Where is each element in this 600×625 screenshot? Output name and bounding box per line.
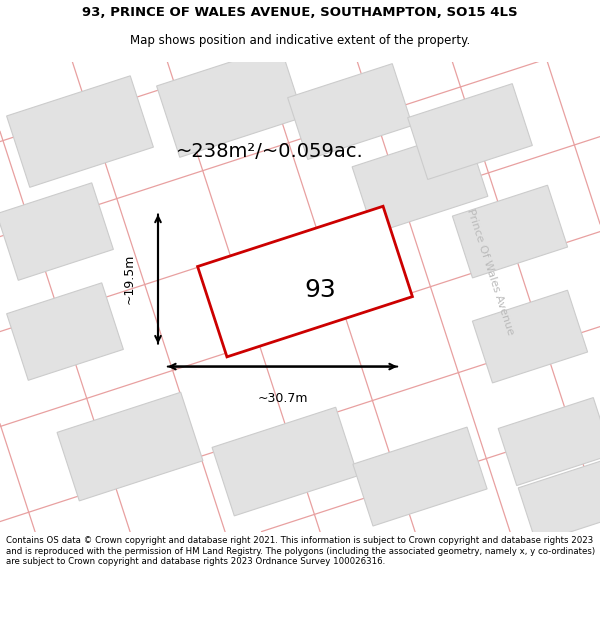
Text: 93: 93: [304, 278, 336, 301]
Polygon shape: [57, 392, 203, 501]
Text: Contains OS data © Crown copyright and database right 2021. This information is : Contains OS data © Crown copyright and d…: [6, 536, 595, 566]
Polygon shape: [287, 64, 412, 159]
Polygon shape: [518, 460, 600, 543]
Polygon shape: [157, 46, 304, 158]
Polygon shape: [212, 408, 358, 516]
Polygon shape: [7, 76, 154, 188]
Polygon shape: [472, 290, 587, 383]
Polygon shape: [197, 206, 412, 357]
Text: ~238m²/~0.059ac.: ~238m²/~0.059ac.: [176, 142, 364, 161]
Text: ~19.5m: ~19.5m: [123, 254, 136, 304]
Polygon shape: [7, 283, 124, 380]
Text: Map shows position and indicative extent of the property.: Map shows position and indicative extent…: [130, 34, 470, 47]
Polygon shape: [498, 398, 600, 486]
Text: 93, PRINCE OF WALES AVENUE, SOUTHAMPTON, SO15 4LS: 93, PRINCE OF WALES AVENUE, SOUTHAMPTON,…: [82, 6, 518, 19]
Polygon shape: [353, 427, 487, 526]
Polygon shape: [352, 130, 488, 233]
Polygon shape: [407, 84, 532, 179]
Text: ~30.7m: ~30.7m: [257, 391, 308, 404]
Text: Prince Of Wales Avenue: Prince Of Wales Avenue: [465, 208, 515, 336]
Polygon shape: [0, 183, 113, 280]
Polygon shape: [452, 185, 568, 278]
